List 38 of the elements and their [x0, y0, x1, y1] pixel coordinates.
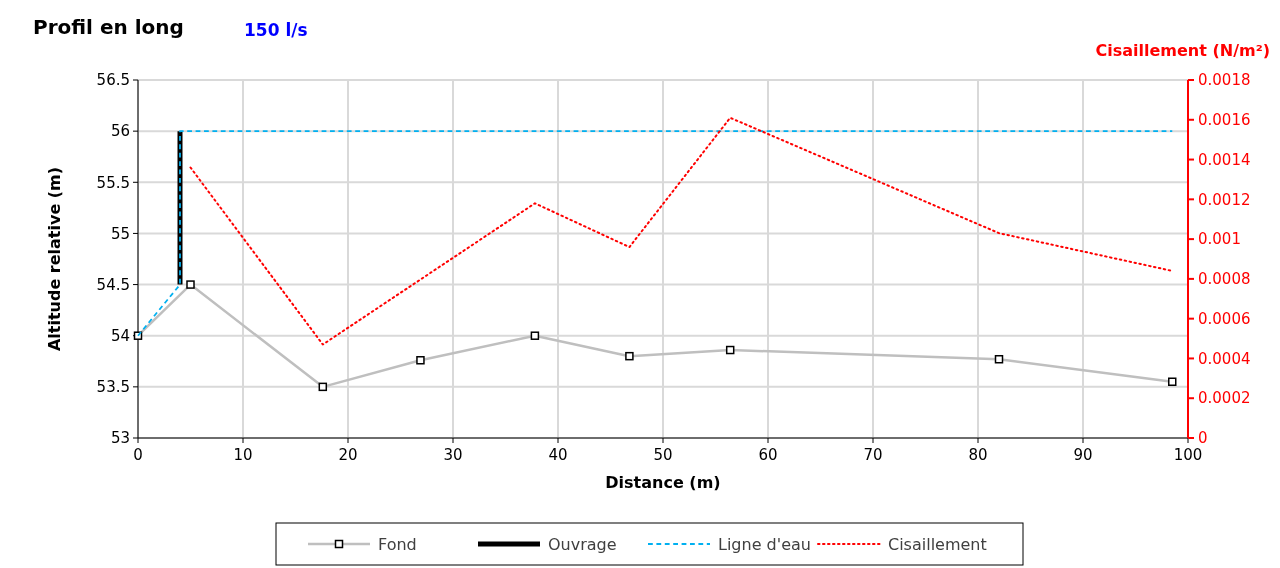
x-tick-label: 90 [1073, 446, 1093, 464]
y2-tick-label: 0.0018 [1198, 71, 1251, 90]
y-tick-label: 54 [110, 326, 130, 345]
x-tick-label: 10 [233, 446, 253, 464]
y2-tick-label: 0.0004 [1198, 349, 1251, 368]
y-tick-label: 53.5 [96, 378, 130, 397]
x-tick-label: 20 [338, 446, 358, 464]
y-tick-label: 53 [110, 429, 130, 448]
y2-tick-label: 0.0016 [1198, 111, 1251, 130]
legend-label: Ligne d'eau [718, 534, 811, 554]
x-tick-label: 40 [548, 446, 568, 464]
x-tick-label: 60 [758, 446, 778, 464]
x-tick-label: 0 [133, 446, 143, 464]
x-tick-label: 30 [443, 446, 463, 464]
y-tick-label: 54.5 [96, 275, 130, 294]
x-axis-title: Distance (m) [605, 473, 721, 492]
y2-tick-label: 0.001 [1198, 230, 1241, 249]
y-tick-label: 55.5 [96, 173, 130, 192]
y-tick-label: 56 [110, 122, 130, 141]
legend-label: Ouvrage [548, 534, 617, 554]
x-tick-label: 80 [968, 446, 988, 464]
y2-axis-title: Cisaillement (N/m²) [1095, 41, 1270, 60]
legend-label: Fond [378, 534, 417, 554]
y2-tick-label: 0 [1198, 429, 1208, 448]
chart-subtitle: 150 l/s [244, 20, 308, 40]
x-tick-label: 70 [863, 446, 883, 464]
y-axis-title: Altitude relative (m) [45, 166, 64, 352]
y2-tick-label: 0.0014 [1198, 150, 1251, 169]
y-tick-label: 56.5 [96, 71, 130, 90]
y-tick-label: 55 [110, 224, 130, 243]
y2-tick-label: 0.0006 [1198, 309, 1251, 328]
y2-tick-label: 0.0012 [1198, 190, 1251, 209]
y2-tick-label: 0.0008 [1198, 270, 1251, 289]
x-tick-label: 50 [653, 446, 673, 464]
chart-title: Profil en long [33, 15, 184, 39]
y2-tick-label: 0.0002 [1198, 389, 1251, 408]
x-tick-label: 100 [1173, 446, 1203, 464]
legend-label: Cisaillement [888, 534, 987, 554]
